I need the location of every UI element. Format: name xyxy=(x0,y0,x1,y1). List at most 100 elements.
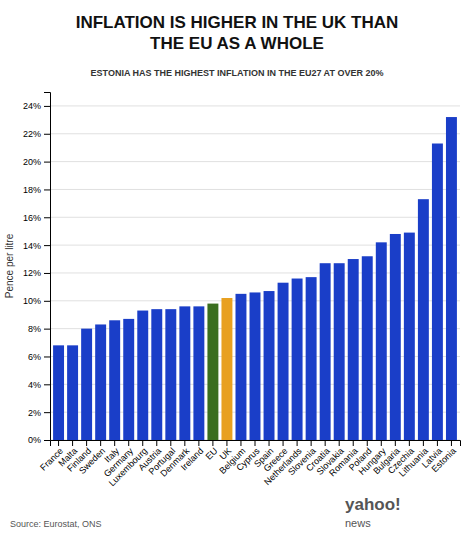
x-tick-mark xyxy=(409,440,410,446)
bar xyxy=(81,329,92,440)
y-tick-label: 18% xyxy=(23,185,41,195)
x-tick-mark xyxy=(72,440,73,446)
bar xyxy=(250,292,261,440)
y-tick-label: 10% xyxy=(23,296,41,306)
y-tick: 16% xyxy=(23,213,50,223)
y-tick-label: 4% xyxy=(28,380,41,390)
bar xyxy=(95,324,106,440)
x-tick-mark xyxy=(156,440,157,446)
y-tick-mark xyxy=(44,412,50,413)
x-tick-mark xyxy=(226,440,227,446)
x-tick-mark xyxy=(142,440,143,446)
y-tick-label: 22% xyxy=(23,129,41,139)
y-tick-mark xyxy=(44,106,50,107)
bar xyxy=(418,199,429,440)
bar xyxy=(320,263,331,440)
y-tick: 2% xyxy=(28,408,50,418)
y-tick-label: 14% xyxy=(23,241,41,251)
y-tick: 0% xyxy=(28,435,50,445)
y-tick-label: 24% xyxy=(23,101,41,111)
x-axis: FranceMaltaFinlandSwedenItalyGermanyLuxe… xyxy=(38,440,460,488)
annotation: news xyxy=(345,517,371,529)
y-tick-label: 0% xyxy=(28,435,41,445)
bar xyxy=(404,233,415,440)
x-tick-mark xyxy=(269,440,270,446)
x-tick-mark xyxy=(283,440,284,446)
bar xyxy=(137,311,148,440)
plot: FranceMaltaFinlandSwedenItalyGermanyLuxe… xyxy=(23,93,461,489)
y-tick: 12% xyxy=(23,268,50,278)
y-tick-mark xyxy=(44,384,50,385)
y-tick-label: 6% xyxy=(28,352,41,362)
y-label: Pence per litre xyxy=(4,233,15,298)
x-tick-mark xyxy=(395,440,396,446)
grid-line xyxy=(50,133,460,134)
bar xyxy=(193,306,204,440)
bar xyxy=(109,320,120,440)
x-tick-mark xyxy=(100,440,101,446)
title-line: THE EU AS A WHOLE xyxy=(150,34,324,53)
bar xyxy=(165,309,176,440)
x-tick-mark xyxy=(114,440,115,446)
grid-line xyxy=(50,217,460,218)
y-tick-mark xyxy=(44,356,50,357)
y-tick-label: 16% xyxy=(23,213,41,223)
x-tick-mark xyxy=(255,440,256,446)
x-tick-mark xyxy=(128,440,129,446)
y-tick-mark xyxy=(44,301,50,302)
y-tick-label: 12% xyxy=(23,268,41,278)
bar xyxy=(432,144,443,440)
x-tick-mark xyxy=(353,440,354,446)
x-tick-mark xyxy=(451,440,452,446)
bar xyxy=(376,242,387,440)
bar xyxy=(278,283,289,440)
bar xyxy=(123,319,134,440)
y-tick-mark xyxy=(44,217,50,218)
x-tick-mark xyxy=(198,440,199,446)
grid-line xyxy=(50,189,460,190)
y-tick-mark xyxy=(44,329,50,330)
x-tick-mark xyxy=(367,440,368,446)
bar xyxy=(362,256,373,440)
bar xyxy=(292,279,303,440)
x-tick-mark xyxy=(240,440,241,446)
y-tick-mark xyxy=(44,134,50,135)
y-tick-mark xyxy=(44,189,50,190)
x-tick: Ireland xyxy=(179,440,206,472)
y-tick: 24% xyxy=(23,101,50,111)
y-tick-label: 20% xyxy=(23,157,41,167)
y-axis: 0% 2% 4% 6% 8% 10% 12% 14% 16% 18% 20% 22% 24% xyxy=(23,93,51,446)
y-tick: 6% xyxy=(28,352,50,362)
bar xyxy=(334,263,345,440)
bar xyxy=(151,309,162,440)
x-tick: EU xyxy=(203,440,219,462)
x-tick-mark xyxy=(297,440,298,446)
y-tick: 20% xyxy=(23,157,50,167)
bar xyxy=(264,291,275,440)
y-tick: 18% xyxy=(23,185,50,195)
bar xyxy=(446,117,457,440)
title-line: INFLATION IS HIGHER IN THE UK THAN xyxy=(76,13,399,32)
y-tick-mark xyxy=(44,440,50,441)
x-tick-mark xyxy=(86,440,87,446)
y-tick-label: 2% xyxy=(28,408,41,418)
x-tick-mark xyxy=(437,440,438,446)
title: INFLATION IS HIGHER IN THE UK THAN THE EU… xyxy=(76,13,399,53)
x-axis-line xyxy=(51,441,461,447)
y-tick-mark xyxy=(44,245,50,246)
y-tick-mark xyxy=(44,273,50,274)
bar xyxy=(67,345,78,440)
x-tick-mark xyxy=(381,440,382,446)
y-tick-label: 8% xyxy=(28,324,41,334)
bars xyxy=(53,117,457,440)
y-tick-mark xyxy=(44,162,50,163)
grid xyxy=(50,106,460,440)
bar xyxy=(221,298,232,440)
x-tick-mark xyxy=(339,440,340,446)
x-tick: Estonia xyxy=(430,440,458,474)
x-tick-mark xyxy=(58,440,59,446)
grid-line xyxy=(50,105,460,106)
bar xyxy=(348,259,359,440)
bar xyxy=(179,306,190,440)
x-tick-mark xyxy=(423,440,424,446)
